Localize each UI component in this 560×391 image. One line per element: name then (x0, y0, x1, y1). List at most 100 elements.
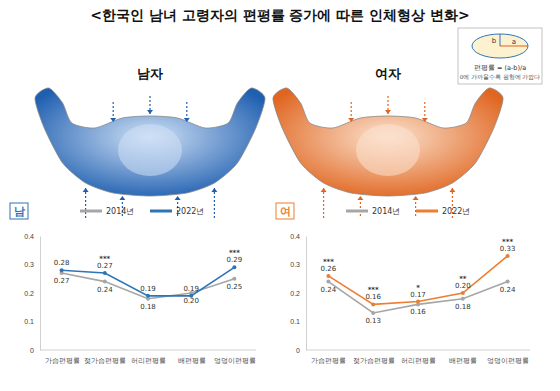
series-marker (461, 297, 465, 301)
plot-marks (60, 265, 237, 300)
y-axis-line (306, 237, 307, 351)
series-marker (60, 268, 64, 272)
arrow-head (413, 196, 419, 200)
plot-marks (326, 254, 509, 315)
y-tick-label: 0.4 (290, 233, 300, 240)
chart: 00.10.20.30.4가슴편평률젖가슴편평률허리편평률배편평률엉덩이편평률남… (10, 203, 256, 365)
y-axis: 0 0.1 0.2 0.3 0.4 (290, 233, 306, 354)
significance: *** (323, 258, 334, 266)
legend-swatch (416, 210, 438, 213)
data-label: 0.17 (410, 291, 426, 299)
series-marker (371, 311, 375, 315)
data-label: 0.18 (455, 303, 471, 311)
body-shape (35, 88, 265, 196)
legend-swatch (150, 210, 172, 213)
x-tick-label: 젖가슴편평률 (84, 357, 126, 365)
y-tick: 0.4 (24, 233, 40, 240)
x-tick-label: 배편평률 (178, 357, 206, 364)
y-axis: 00.10.20.30.4 (24, 233, 40, 354)
x-tick: 엉덩이편평률 (487, 350, 529, 364)
significance: ** (459, 275, 467, 283)
legend-label: 2014년 (372, 207, 400, 216)
y-tick-label: 0.1 (24, 318, 34, 325)
legend-swatch (80, 210, 102, 213)
y-tick-label: 0.1 (290, 318, 300, 325)
x-axis-line (306, 350, 530, 351)
data-label: 0.24 (500, 286, 516, 294)
data-label: 0.29 (227, 256, 243, 264)
y-tick: 0.1 (24, 318, 40, 325)
x-tick: 엉덩이편평률 (214, 350, 256, 364)
y-tick-label: 0.3 (24, 261, 34, 268)
y-tick-label: 0 (296, 347, 300, 354)
series-marker (371, 302, 375, 306)
series-marker (416, 300, 420, 304)
arrow-head (175, 196, 181, 200)
inset-ellipse (472, 34, 528, 58)
arrow-head (357, 196, 363, 200)
y-tick-label: 0.2 (290, 290, 300, 297)
x-tick-label: 엉덩이편평률 (487, 357, 529, 364)
inset-axis (500, 34, 501, 46)
panel-tag: 여 (280, 205, 291, 218)
data-label: 0.20 (455, 282, 471, 290)
x-tick-label: 가슴편평률 (45, 357, 80, 365)
data-labels: 0.270.240.180.200.250.280.27***0.190.190… (54, 249, 242, 310)
series-marker (326, 274, 330, 278)
chart: 0 0.1 0.2 0.3 0.4 가슴편평률 젖가슴편평률 허리편평률 배편평률 엉덩이편평률 여… (276, 203, 530, 365)
arrow-line (85, 188, 86, 218)
y-tick-label: 0.4 (24, 233, 34, 240)
data-label: 0.18 (140, 303, 156, 311)
data-label: 0.27 (54, 277, 70, 285)
y-tick: 0.3 (290, 261, 306, 268)
arrow-line (323, 188, 324, 218)
y-tick: 0.3 (24, 261, 40, 268)
series-marker (232, 277, 236, 281)
series-line (62, 273, 235, 299)
series-marker (103, 280, 107, 284)
canvas: <한국인 남녀 고령자의 편평률 증가에 따른 인체형상 변화>남자여자ab편평… (0, 0, 560, 391)
data-label: 0.25 (227, 283, 243, 291)
data-label: 0.13 (365, 317, 381, 325)
significance: *** (368, 286, 379, 294)
data-label: 0.28 (54, 259, 70, 267)
body-torso (118, 124, 182, 176)
series-line (328, 256, 507, 304)
inset-formula: 편평률 = (a-b)/a (474, 64, 526, 72)
series-marker (506, 254, 510, 258)
x-tick: 허리편평률 (401, 350, 436, 364)
arrow-line (214, 188, 215, 218)
series-marker (506, 280, 510, 284)
x-tick-label: 허리편평률 (131, 357, 166, 364)
data-label: 0.19 (183, 285, 199, 293)
legend-label: 2022년 (176, 207, 204, 216)
body-shape (273, 88, 503, 196)
inset-label: a (512, 38, 516, 46)
x-tick-label: 젖가슴편평률 (353, 357, 395, 365)
data-label: 0.33 (500, 245, 516, 253)
x-tick: 젖가슴편평률 (84, 350, 126, 365)
arrow-head (422, 118, 428, 122)
figure-label: 남자 (137, 66, 163, 81)
x-tick-label: 배편평률 (449, 357, 477, 364)
y-tick: 0 (296, 347, 306, 354)
data-label: 0.24 (97, 286, 113, 294)
y-tick: 0.2 (290, 290, 306, 297)
arrow-head (348, 118, 354, 122)
x-tick-label: 가슴편평률 (311, 357, 346, 365)
arrow-head (385, 110, 391, 114)
figure-label: 여자 (375, 66, 401, 81)
arrow-head (211, 188, 217, 192)
arrow-head (147, 110, 153, 114)
series-line (62, 267, 235, 296)
x-tick-label: 허리편평률 (401, 357, 436, 364)
series-marker (232, 265, 236, 269)
x-tick: 허리편평률 (131, 350, 166, 364)
data-label: 0.16 (410, 308, 426, 316)
data-label: 0.26 (321, 265, 337, 273)
significance: *** (502, 238, 513, 246)
x-tick: 젖가슴편평률 (353, 350, 395, 365)
panel-tag-box (10, 203, 28, 219)
y-tick: 0.1 (290, 318, 306, 325)
data-label: 0.19 (140, 285, 156, 293)
